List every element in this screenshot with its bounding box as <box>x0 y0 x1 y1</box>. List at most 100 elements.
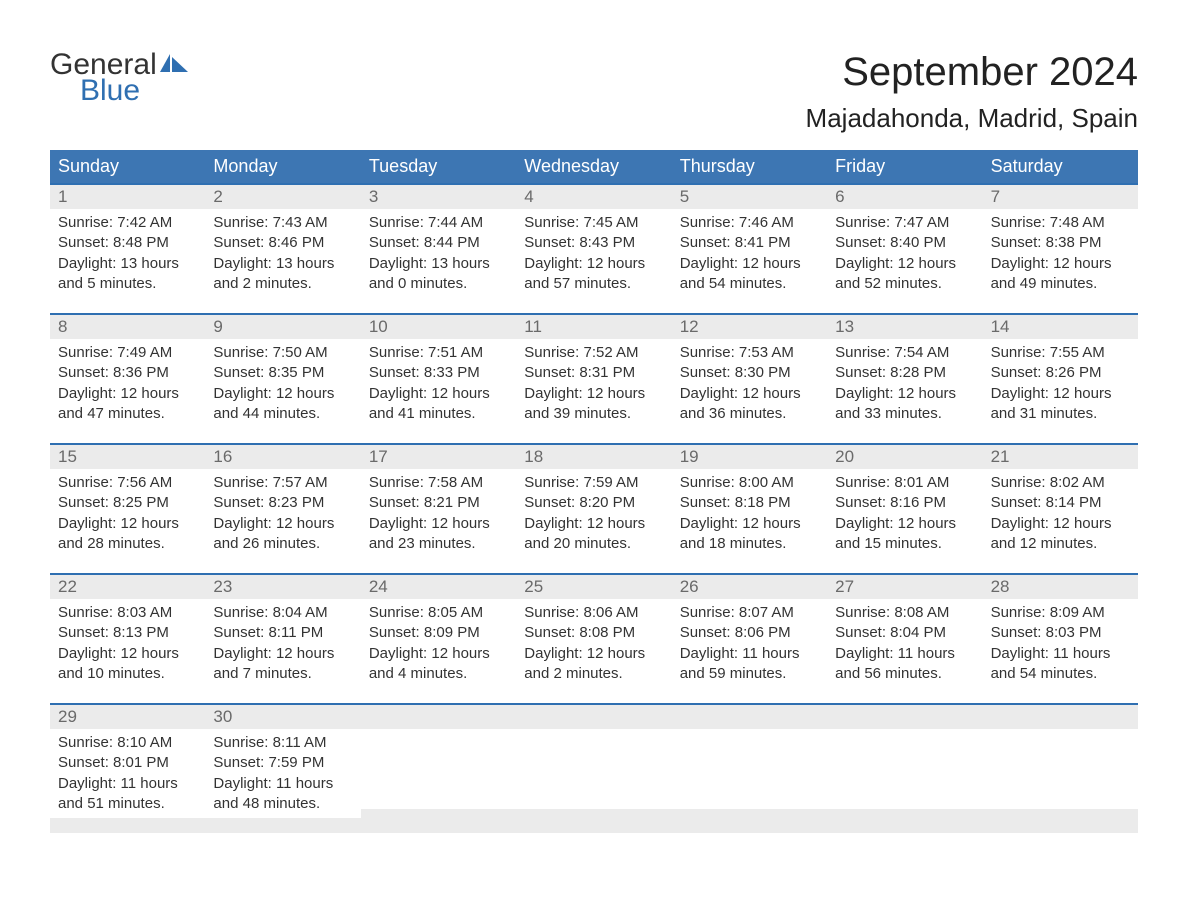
day-cell: 3Sunrise: 7:44 AMSunset: 8:44 PMDaylight… <box>361 185 516 313</box>
day-cell: 18Sunrise: 7:59 AMSunset: 8:20 PMDayligh… <box>516 445 671 573</box>
daylight-line2: and 57 minutes. <box>524 274 665 294</box>
daylight-line1: Daylight: 12 hours <box>680 384 821 404</box>
day-number: 18 <box>516 445 671 469</box>
day-cell: 19Sunrise: 8:00 AMSunset: 8:18 PMDayligh… <box>672 445 827 573</box>
day-body <box>516 729 671 809</box>
day-cell: 28Sunrise: 8:09 AMSunset: 8:03 PMDayligh… <box>983 575 1138 703</box>
sunrise-line: Sunrise: 7:50 AM <box>213 343 354 363</box>
day-cell: 10Sunrise: 7:51 AMSunset: 8:33 PMDayligh… <box>361 315 516 443</box>
day-body <box>827 729 982 809</box>
day-body: Sunrise: 8:07 AMSunset: 8:06 PMDaylight:… <box>672 599 827 703</box>
location: Majadahonda, Madrid, Spain <box>806 103 1138 134</box>
daylight-line1: Daylight: 11 hours <box>213 774 354 794</box>
sunrise-line: Sunrise: 8:07 AM <box>680 603 821 623</box>
week-row: 8Sunrise: 7:49 AMSunset: 8:36 PMDaylight… <box>50 313 1138 443</box>
sunrise-line: Sunrise: 7:47 AM <box>835 213 976 233</box>
sunrise-line: Sunrise: 7:52 AM <box>524 343 665 363</box>
day-cell: 30Sunrise: 8:11 AMSunset: 7:59 PMDayligh… <box>205 705 360 833</box>
daylight-line1: Daylight: 11 hours <box>991 644 1132 664</box>
day-cell: 29Sunrise: 8:10 AMSunset: 8:01 PMDayligh… <box>50 705 205 833</box>
day-body: Sunrise: 7:42 AMSunset: 8:48 PMDaylight:… <box>50 209 205 313</box>
day-number: 26 <box>672 575 827 599</box>
day-number: . <box>672 705 827 729</box>
day-number: 4 <box>516 185 671 209</box>
day-number: 25 <box>516 575 671 599</box>
sunrise-line: Sunrise: 7:46 AM <box>680 213 821 233</box>
daylight-line2: and 20 minutes. <box>524 534 665 554</box>
day-cell: 9Sunrise: 7:50 AMSunset: 8:35 PMDaylight… <box>205 315 360 443</box>
sunset-line: Sunset: 8:08 PM <box>524 623 665 643</box>
day-cell: 26Sunrise: 8:07 AMSunset: 8:06 PMDayligh… <box>672 575 827 703</box>
sunrise-line: Sunrise: 7:57 AM <box>213 473 354 493</box>
day-number: 21 <box>983 445 1138 469</box>
sunset-line: Sunset: 8:46 PM <box>213 233 354 253</box>
day-cell: 14Sunrise: 7:55 AMSunset: 8:26 PMDayligh… <box>983 315 1138 443</box>
daylight-line1: Daylight: 12 hours <box>835 384 976 404</box>
day-body <box>672 729 827 809</box>
calendar: SundayMondayTuesdayWednesdayThursdayFrid… <box>50 150 1138 833</box>
day-body: Sunrise: 8:09 AMSunset: 8:03 PMDaylight:… <box>983 599 1138 703</box>
day-number: 3 <box>361 185 516 209</box>
sunset-line: Sunset: 8:20 PM <box>524 493 665 513</box>
daylight-line2: and 51 minutes. <box>58 794 199 814</box>
daylight-line1: Daylight: 12 hours <box>524 514 665 534</box>
day-cell: 8Sunrise: 7:49 AMSunset: 8:36 PMDaylight… <box>50 315 205 443</box>
day-number: 15 <box>50 445 205 469</box>
weekday-cell: Tuesday <box>361 150 516 183</box>
daylight-line2: and 26 minutes. <box>213 534 354 554</box>
day-cell: 13Sunrise: 7:54 AMSunset: 8:28 PMDayligh… <box>827 315 982 443</box>
day-body: Sunrise: 8:02 AMSunset: 8:14 PMDaylight:… <box>983 469 1138 573</box>
sunrise-line: Sunrise: 7:56 AM <box>58 473 199 493</box>
daylight-line2: and 36 minutes. <box>680 404 821 424</box>
daylight-line2: and 44 minutes. <box>213 404 354 424</box>
weekday-cell: Monday <box>205 150 360 183</box>
day-number: 13 <box>827 315 982 339</box>
day-body: Sunrise: 8:01 AMSunset: 8:16 PMDaylight:… <box>827 469 982 573</box>
sunrise-line: Sunrise: 8:01 AM <box>835 473 976 493</box>
daylight-line2: and 56 minutes. <box>835 664 976 684</box>
day-number: 11 <box>516 315 671 339</box>
day-number: 5 <box>672 185 827 209</box>
day-body: Sunrise: 7:56 AMSunset: 8:25 PMDaylight:… <box>50 469 205 573</box>
daylight-line1: Daylight: 12 hours <box>835 514 976 534</box>
day-cell: 21Sunrise: 8:02 AMSunset: 8:14 PMDayligh… <box>983 445 1138 573</box>
sunrise-line: Sunrise: 8:09 AM <box>991 603 1132 623</box>
day-number: . <box>983 705 1138 729</box>
sunset-line: Sunset: 8:23 PM <box>213 493 354 513</box>
daylight-line1: Daylight: 12 hours <box>835 254 976 274</box>
title-block: September 2024 Majadahonda, Madrid, Spai… <box>806 50 1138 142</box>
sunset-line: Sunset: 7:59 PM <box>213 753 354 773</box>
daylight-line1: Daylight: 12 hours <box>991 254 1132 274</box>
daylight-line1: Daylight: 13 hours <box>213 254 354 274</box>
daylight-line1: Daylight: 12 hours <box>991 514 1132 534</box>
day-number: 10 <box>361 315 516 339</box>
day-cell: 12Sunrise: 7:53 AMSunset: 8:30 PMDayligh… <box>672 315 827 443</box>
weekday-cell: Sunday <box>50 150 205 183</box>
sunrise-line: Sunrise: 8:00 AM <box>680 473 821 493</box>
sunset-line: Sunset: 8:33 PM <box>369 363 510 383</box>
day-number: 24 <box>361 575 516 599</box>
weekday-cell: Friday <box>827 150 982 183</box>
daylight-line2: and 2 minutes. <box>213 274 354 294</box>
day-cell: . <box>827 705 982 833</box>
sunset-line: Sunset: 8:28 PM <box>835 363 976 383</box>
day-number: 30 <box>205 705 360 729</box>
daylight-line1: Daylight: 13 hours <box>369 254 510 274</box>
day-number: 12 <box>672 315 827 339</box>
daylight-line2: and 4 minutes. <box>369 664 510 684</box>
day-cell: . <box>983 705 1138 833</box>
daylight-line1: Daylight: 12 hours <box>524 254 665 274</box>
daylight-line1: Daylight: 11 hours <box>835 644 976 664</box>
weekday-cell: Wednesday <box>516 150 671 183</box>
month-title: September 2024 <box>806 50 1138 95</box>
daylight-line1: Daylight: 11 hours <box>680 644 821 664</box>
day-cell: 24Sunrise: 8:05 AMSunset: 8:09 PMDayligh… <box>361 575 516 703</box>
day-cell: 27Sunrise: 8:08 AMSunset: 8:04 PMDayligh… <box>827 575 982 703</box>
daylight-line1: Daylight: 12 hours <box>213 644 354 664</box>
day-body: Sunrise: 7:54 AMSunset: 8:28 PMDaylight:… <box>827 339 982 443</box>
sunset-line: Sunset: 8:30 PM <box>680 363 821 383</box>
day-number: 20 <box>827 445 982 469</box>
sunset-line: Sunset: 8:14 PM <box>991 493 1132 513</box>
day-body: Sunrise: 7:48 AMSunset: 8:38 PMDaylight:… <box>983 209 1138 313</box>
day-body: Sunrise: 7:44 AMSunset: 8:44 PMDaylight:… <box>361 209 516 313</box>
